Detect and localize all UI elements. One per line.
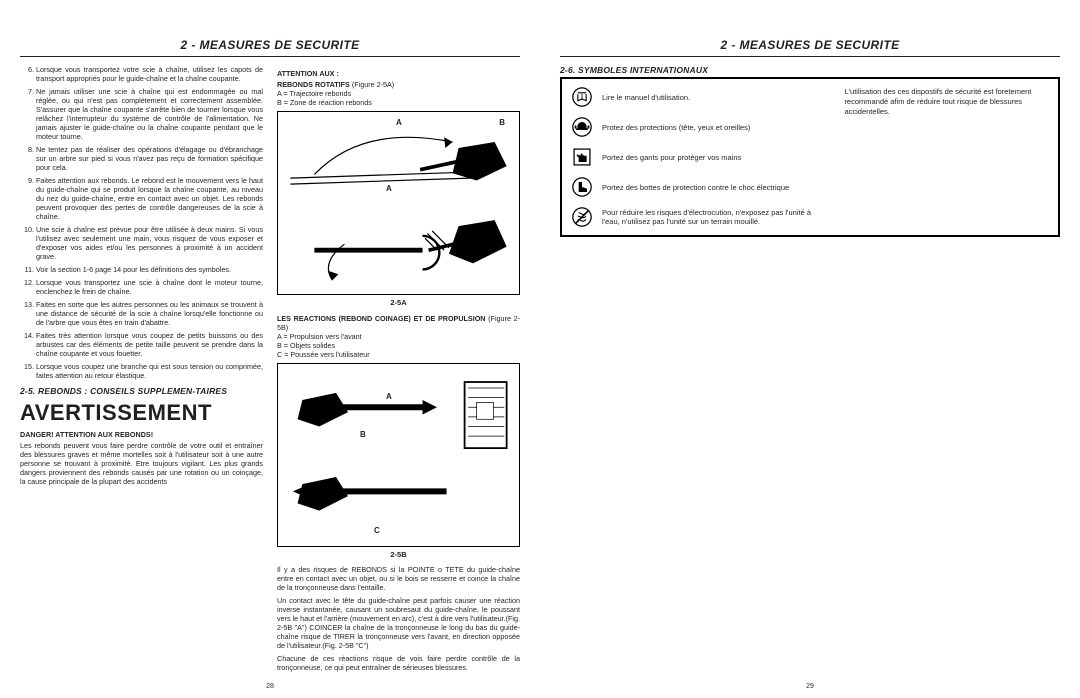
symbols-box: Lire le manuel d'utilisation. Protez des… [560,77,1060,237]
page-number-right: 29 [806,683,814,690]
reactions-title: LES REACTIONS (REBOND COINAGE) ET DE PRO… [277,314,486,323]
reactions-line: LES REACTIONS (REBOND COINAGE) ET DE PRO… [277,314,520,332]
boots-icon [572,177,592,197]
list-item: Faites très attention lorsque vous coupe… [36,331,263,358]
list-item: Lorsque vous transportez une scie à chaî… [36,278,263,296]
list-item: Voir la section 1-6 page 14 pour les déf… [36,265,263,274]
symbol-row: Portez des bottes de protection contre l… [572,177,826,197]
warning-heading: AVERTISSEMENT [20,399,263,427]
manual-icon [572,87,592,107]
fig-5b-letter-b: B [360,430,366,440]
fig-5a-label: 2-5A [277,298,520,307]
figure-2-5b-svg [278,364,519,544]
list-item: Lorsque vous coupez une branche qui est … [36,362,263,380]
rot-b: B = Zone de réaction rebonds [277,98,520,107]
two-page-spread: 2 - MEASURES DE SECURITE Lorsque vous tr… [0,0,1080,698]
section-2-5-title: 2-5. REBONDS : CONSEILS SUPPLEMEN-TAIRES [20,386,263,397]
page-left: 2 - MEASURES DE SECURITE Lorsque vous tr… [0,0,540,698]
tail-p3: Chacune de ces réactions risque de vois … [277,654,520,672]
danger-title: DANGER! ATTENTION AUX REBONDS! [20,430,263,439]
rebonds-rot-label: REBONDS ROTATIFS [277,80,350,89]
figure-2-5a-svg [278,112,519,292]
fig-5b-letter-c: C [374,526,380,536]
page-header-left: 2 - MEASURES DE SECURITE [20,38,520,52]
list-item: Ne jamais utiliser une scie à chaîne qui… [36,87,263,141]
attention-title: ATTENTION AUX : [277,69,520,78]
fig-5a-letter-a1: A [396,118,402,128]
danger-paragraph: Les rebonds peuvent vous faire perdre co… [20,441,263,486]
symbol-text: Portez des bottes de protection contre l… [602,183,789,192]
prop-c: C = Poussée vers l'utilisateur [277,350,520,359]
left-col-2: ATTENTION AUX : REBONDS ROTATIFS (Figure… [277,65,520,676]
symbol-row: Portez des gants pour protéger vos mains [572,147,826,167]
figure-2-5a: A B A [277,111,520,295]
list-item: Faites attention aux rebonds. Le rebond … [36,176,263,221]
symbols-right-note: L'utilisation des ces dispostifs de sécu… [844,87,1048,227]
safety-list: Lorsque vous transportez votre scie à ch… [20,65,263,380]
header-rule-left [20,56,520,57]
symbols-list: Lire le manuel d'utilisation. Protez des… [572,87,826,227]
page-header-right: 2 - MEASURES DE SECURITE [560,38,1060,52]
left-columns: Lorsque vous transportez votre scie à ch… [20,65,520,676]
left-col-1: Lorsque vous transportez votre scie à ch… [20,65,263,676]
page-right: 2 - MEASURES DE SECURITE 2-6. SYMBOLES I… [540,0,1080,698]
figure-2-5b: A B C [277,363,520,547]
list-item: Lorsque vous transportez votre scie à ch… [36,65,263,83]
list-item: Ne tentez pas de réaliser des opérations… [36,145,263,172]
rebonds-rot-fig: (Figure 2-5A) [352,80,394,89]
header-rule-right [560,56,1060,57]
prop-a: A = Propulsion vers l'avant [277,332,520,341]
rebonds-rotatifs-line: REBONDS ROTATIFS (Figure 2-5A) [277,80,520,89]
symbol-text: Portez des gants pour protéger vos mains [602,153,741,162]
rot-a: A = Trajectoire rebonds [277,89,520,98]
tail-p2: Un contact avec le tête du guide-chaîne … [277,596,520,650]
list-item: Faites en sorte que les autres personnes… [36,300,263,327]
symbol-row: Protez des protections (tête, yeux et or… [572,117,826,137]
head-protection-icon [572,117,592,137]
fig-5a-letter-a2: A [386,184,392,194]
fig-5b-letter-a: A [386,392,392,402]
symbol-text: Pour réduire les risques d'électrocution… [602,208,826,226]
page-number-left: 28 [266,683,274,690]
symbol-text: Lire le manuel d'utilisation. [602,93,690,102]
fig-5b-label: 2-5B [277,550,520,559]
no-water-icon [572,207,592,227]
list-item: Une scie à chaîne est prévue pour être u… [36,225,263,261]
fig-5a-letter-b: B [499,118,505,128]
section-2-6-title: 2-6. SYMBOLES INTERNATIONAUX [560,65,1060,75]
symbol-text: Protez des protections (tête, yeux et or… [602,123,750,132]
symbol-row: Pour réduire les risques d'électrocution… [572,207,826,227]
symbol-row: Lire le manuel d'utilisation. [572,87,826,107]
tail-p1: Il y a des risques de REBONDS si la POIN… [277,565,520,592]
prop-b: B = Objets solides [277,341,520,350]
gloves-icon [572,147,592,167]
